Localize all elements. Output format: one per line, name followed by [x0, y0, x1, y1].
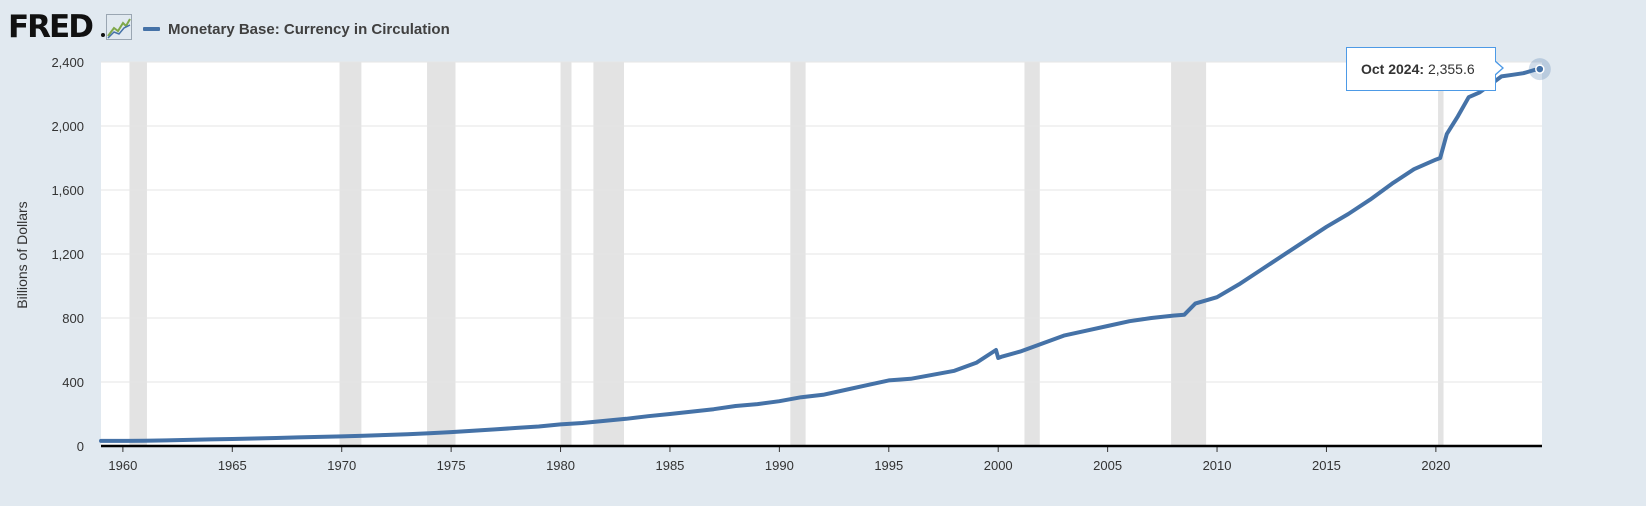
legend-swatch: [143, 27, 160, 31]
x-tick-label: 2015: [1312, 458, 1341, 473]
fred-logo[interactable]: FRED: [8, 9, 94, 45]
tooltip-value: 2,355.6: [1427, 61, 1475, 77]
y-tick-label: 1,200: [51, 247, 84, 262]
x-tick-label: 1965: [218, 458, 247, 473]
y-axis-title: Billions of Dollars: [14, 201, 30, 308]
marker-point: [1535, 64, 1545, 74]
chart-header: FRED Monetary Base: Currency in Circulat…: [0, 0, 1646, 56]
y-tick-label: 1,600: [51, 183, 84, 198]
x-tick-label: 1970: [327, 458, 356, 473]
x-tick-label: 1975: [437, 458, 466, 473]
chart-legend[interactable]: Monetary Base: Currency in Circulation: [143, 18, 450, 40]
legend-label: Monetary Base: Currency in Circulation: [168, 20, 450, 38]
tooltip: Oct 2024: 2,355.6: [1346, 47, 1496, 91]
y-tick-label: 400: [62, 375, 84, 390]
tooltip-caret-inner: [1494, 61, 1502, 75]
x-tick-label: 1985: [655, 458, 684, 473]
series-path: [99, 67, 1542, 443]
chart-line-icon: [106, 14, 132, 40]
tooltip-date: Oct 2024:: [1361, 61, 1425, 77]
y-tick-label: 800: [62, 311, 84, 326]
series-line: [99, 67, 1542, 443]
hover-marker: [1528, 58, 1551, 81]
gridlines: [101, 61, 1542, 383]
y-tick-label: 2,000: [51, 119, 84, 134]
x-tick-label: 2000: [984, 458, 1013, 473]
x-tick-label: 1995: [874, 458, 903, 473]
x-tick-label: 2005: [1093, 458, 1122, 473]
x-tick-label: 1980: [546, 458, 575, 473]
logo-dot: [101, 33, 105, 37]
y-tick-label: 0: [77, 439, 84, 454]
y-tick-label: 2,400: [51, 55, 84, 70]
x-tick-label: 2010: [1203, 458, 1232, 473]
x-tick-label: 2020: [1421, 458, 1450, 473]
x-tick-label: 1960: [108, 458, 137, 473]
y-axis-ticks: 0 400 800 1,200 1,600 2,000 2,400: [51, 55, 84, 454]
x-tick-label: 1990: [765, 458, 794, 473]
x-axis-ticks: 1960 1965 1970 1975 1980 1985 1990 1995 2000 2005…: [108, 446, 1450, 473]
